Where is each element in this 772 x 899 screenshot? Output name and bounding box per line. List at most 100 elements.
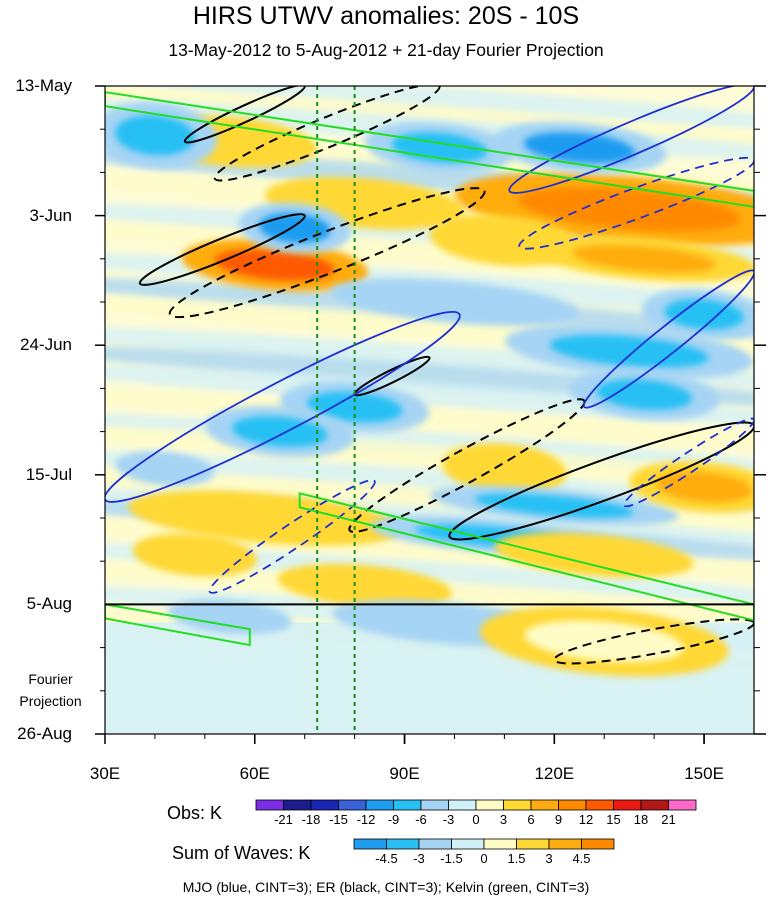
chart-subtitle: 13-May-2012 to 5-Aug-2012 + 21-day Fouri…: [168, 40, 604, 60]
plot-axes: [95, 85, 766, 744]
y-tick-label-15-jul: 15-Jul: [25, 464, 72, 484]
obs-colorbar-label: 21: [661, 812, 676, 827]
obs-colorbar-swatch-7: [448, 799, 477, 811]
obs-colorbar-swatch-10: [530, 799, 559, 811]
waves-colorbar-swatch-3: [451, 838, 485, 850]
obs-colorbar-swatch-9: [503, 799, 532, 811]
anomaly-core-2: [300, 187, 429, 220]
anomaly-core-5: [572, 244, 716, 273]
obs-colorbar-label: -6: [415, 812, 427, 827]
waves-colorbar-swatch-6: [548, 838, 582, 850]
plot-frame: [104, 85, 755, 735]
y-tick-label-24-jun: 24-Jun: [20, 335, 72, 355]
projection-label-line1: Fourier: [28, 671, 73, 687]
waves-colorbar-swatch-2: [418, 838, 452, 850]
anomaly-core-11: [664, 299, 744, 330]
x-tick-label-150e: 150E: [684, 764, 724, 783]
obs-colorbar-swatch-6: [420, 799, 449, 811]
kelvin-contour-1: [298, 492, 754, 622]
obs-colorbar-label: 9: [554, 812, 563, 827]
er-contour-5: [168, 187, 486, 319]
mjo-contour-3: [208, 479, 376, 594]
waves-colorbar-label: 4.5: [572, 851, 591, 866]
waves-colorbar-label: -1.5: [440, 851, 463, 866]
anomaly-core-12: [549, 335, 709, 368]
waves-colorbar-label: -3: [413, 851, 425, 866]
obs-colorbar-label: 6: [527, 812, 535, 827]
anomaly-core-22: [155, 542, 235, 568]
x-tick-label-60e: 60E: [239, 764, 270, 783]
anomaly-core-18: [474, 493, 634, 518]
obs-colorbar-title: Obs: K: [167, 803, 223, 823]
mjo-contour-2: [582, 269, 754, 409]
obs-colorbar-label: -18: [301, 812, 321, 827]
x-tick-label-90e: 90E: [389, 764, 420, 783]
obs-colorbar-label: 0: [472, 812, 480, 827]
reference-lines: [105, 86, 754, 734]
kelvin-contour-0: [105, 91, 754, 208]
field-band-14: [105, 387, 754, 451]
obs-colorbar-label: -15: [329, 812, 348, 827]
waves-colorbar-title: Sum of Waves: K: [172, 843, 311, 863]
obs-colorbar-swatch-0: [255, 799, 284, 811]
y-tick-label-13-may: 13-May: [15, 76, 72, 95]
obs-colorbar-label: -9: [387, 812, 400, 827]
obs-colorbar-label: -21: [274, 812, 293, 827]
obs-colorbar-swatch-14: [640, 799, 669, 811]
y-tick-label-3-jun: 3-Jun: [29, 205, 72, 225]
anomaly-core-16: [133, 458, 197, 479]
er-contour-6: [348, 398, 586, 533]
anomaly-core-3: [517, 187, 741, 232]
waves-colorbar-swatch-1: [386, 838, 420, 850]
anomaly-core-23: [530, 541, 658, 569]
obs-colorbar-swatch-8: [475, 799, 504, 811]
obs-colorbar-swatch-4: [365, 799, 394, 811]
er-contour-3: [448, 421, 754, 541]
anomaly-core-14: [596, 379, 692, 410]
obs-colorbar-swatch-12: [585, 799, 614, 811]
waves-colorbar-swatch-7: [581, 838, 615, 850]
obs-colorbar-swatch-13: [613, 799, 642, 811]
er-contour-1: [138, 213, 306, 286]
waves-colorbar-label: -4.5: [375, 851, 398, 866]
y-tick-label-5-aug: 5-Aug: [26, 594, 72, 614]
obs-colorbar-label: 15: [606, 812, 621, 827]
anomaly-core-24: [308, 572, 421, 600]
obs-colorbar-swatch-15: [668, 799, 697, 811]
obs-colorbar-swatch-1: [283, 799, 312, 811]
anomaly-core-0: [215, 249, 335, 281]
x-tick-label-30e: 30E: [89, 764, 121, 783]
obs-colorbar-label: 12: [578, 812, 594, 827]
obs-colorbar-swatch-3: [338, 799, 367, 811]
obs-colorbar-swatch-2: [310, 799, 339, 811]
anomaly-core-10: [374, 287, 535, 317]
chart-title: HIRS UTWV anomalies: 20S - 10S: [192, 2, 580, 30]
colorbars: [255, 799, 697, 850]
mjo-contour-4: [518, 156, 754, 250]
waves-colorbar-swatch-0: [353, 838, 387, 850]
anomaly-core-17: [464, 453, 545, 484]
anomaly-core-8: [523, 132, 635, 164]
projection-label-line2: Projection: [19, 693, 82, 709]
y-tick-label-26-aug: 26-Aug: [17, 724, 72, 743]
kelvin-contour-2: [105, 603, 251, 647]
waves-colorbar-swatch-5: [516, 838, 550, 850]
fourier-projection-label: Fourier Projection: [8, 668, 93, 712]
waves-colorbar-swatch-4: [483, 838, 517, 850]
anomaly-core-6: [115, 115, 195, 156]
x-tick-label-120e: 120E: [534, 764, 575, 783]
obs-colorbar-label: -3: [442, 812, 455, 827]
obs-colorbar-swatch-5: [393, 799, 422, 811]
waves-colorbar-label: 3: [545, 851, 553, 866]
obs-colorbar-label: 18: [633, 812, 649, 827]
waves-colorbar-label: 0: [480, 851, 488, 866]
field-band-1: [105, 86, 754, 149]
anomaly-core-15: [231, 416, 328, 447]
obs-colorbar-label: -12: [356, 812, 376, 827]
obs-colorbar-swatch-11: [558, 799, 587, 811]
anomaly-field: [105, 86, 754, 734]
legend-footer: MJO (blue, CINT=3); ER (black, CINT=3); …: [182, 879, 590, 895]
waves-colorbar-label: 1.5: [507, 851, 526, 866]
obs-colorbar-label: 3: [499, 812, 508, 827]
